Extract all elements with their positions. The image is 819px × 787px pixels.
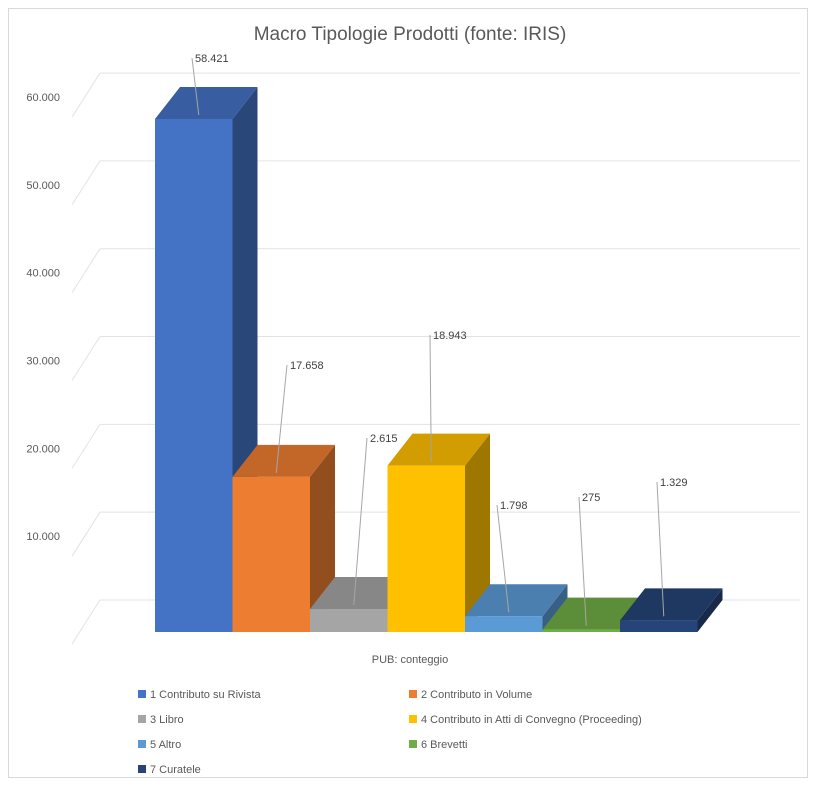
data-label: 2.615 (370, 433, 398, 445)
gridline-depth (71, 599, 101, 645)
legend-label: 6 Brevetti (421, 739, 467, 751)
data-labels: 58.421 17.658 2.615 18.943 1.798 275 1.329 (191, 53, 688, 626)
data-label: 17.658 (290, 360, 324, 372)
bar-front (155, 118, 233, 632)
data-label-leader (429, 334, 432, 462)
legend-label: 3 Libro (150, 714, 184, 726)
legend-swatch (409, 740, 417, 748)
bar-side (465, 433, 490, 632)
y-tick-label: 20.000 (26, 443, 60, 455)
gridline-depth (71, 72, 101, 118)
bar-front (387, 465, 465, 632)
legend-item: 4 Contributo in Atti di Convegno (Procee… (409, 714, 642, 726)
x-axis-label: PUB: conteggio (372, 654, 448, 666)
legend-swatch (138, 740, 146, 748)
bar-front (542, 629, 620, 632)
legend-swatch (409, 690, 417, 698)
legend-item: 3 Libro (138, 714, 184, 726)
bar-top (155, 86, 258, 119)
bar-top (620, 588, 723, 621)
legend-item: 7 Curatele (138, 764, 201, 776)
data-label: 275 (582, 492, 600, 504)
legend-swatch (138, 690, 146, 698)
legend-item: 6 Brevetti (409, 739, 467, 751)
legend-swatch (409, 715, 417, 723)
y-tick-label: 50.000 (26, 180, 60, 192)
legend-label: 7 Curatele (150, 764, 201, 776)
bar-top (542, 597, 645, 630)
data-label: 18.943 (433, 330, 467, 342)
bar-front (232, 476, 310, 632)
bar-front (310, 609, 388, 632)
legend-item: 1 Contributo su Rivista (138, 689, 262, 701)
bar (465, 584, 568, 632)
bar-top (232, 444, 335, 477)
data-label: 58.421 (195, 53, 229, 65)
bar (387, 433, 490, 632)
legend-swatch (138, 715, 146, 723)
bar (620, 588, 723, 632)
y-tick-label: 10.000 (26, 531, 60, 543)
data-label: 1.329 (660, 477, 688, 489)
bar-top (465, 584, 568, 617)
data-label-leader (656, 481, 665, 617)
bar-side (542, 584, 568, 632)
gridline-depth (71, 424, 101, 469)
legend: 1 Contributo su Rivista 2 Contributo in V… (138, 689, 642, 776)
chart-title: Macro Tipologie Prodotti (fonte: IRIS) (254, 24, 567, 45)
bar-side (697, 588, 723, 632)
legend-item: 2 Contributo in Volume (409, 689, 532, 701)
y-axis-ticks: 10.000 20.000 30.000 40.000 50.000 60.000 (26, 92, 60, 543)
gridline-depth (71, 160, 101, 206)
y-tick-label: 40.000 (26, 268, 60, 280)
data-label: 1.798 (500, 500, 528, 512)
data-label-leader (191, 57, 200, 116)
bar-front (620, 620, 698, 632)
data-label-leader (496, 504, 510, 613)
data-label-leader (353, 437, 368, 606)
legend-swatch (138, 765, 146, 773)
data-label-leader (578, 496, 587, 626)
legend-item: 5 Altro (138, 739, 181, 751)
bar-front (465, 616, 543, 632)
chart-frame (8, 8, 808, 778)
bar-top (310, 577, 413, 610)
gridline-depth (71, 336, 101, 381)
legend-label: 5 Altro (150, 739, 181, 751)
bar-top (387, 433, 490, 466)
legend-label: 2 Contributo in Volume (421, 689, 532, 701)
gridline-depth (71, 248, 101, 293)
bar (155, 86, 258, 632)
y-tick-label: 60.000 (26, 92, 60, 104)
data-label-leader (275, 364, 288, 473)
legend-label: 1 Contributo su Rivista (150, 689, 262, 701)
legend-label: 4 Contributo in Atti di Convegno (Procee… (421, 714, 642, 726)
y-tick-label: 30.000 (26, 356, 60, 368)
gridline-depth (71, 511, 101, 557)
bars (155, 86, 723, 632)
